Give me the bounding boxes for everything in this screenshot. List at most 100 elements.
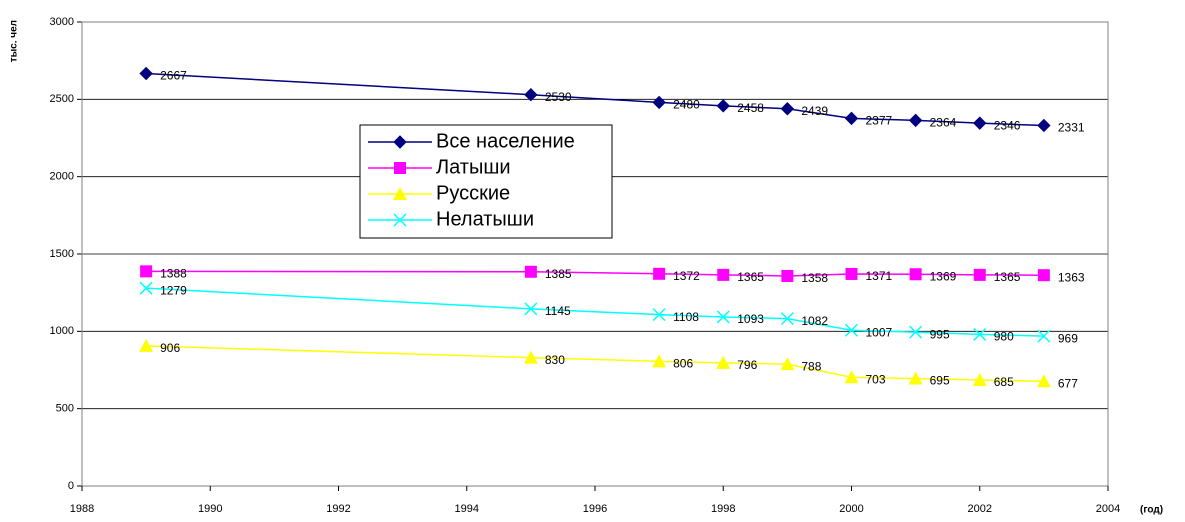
marker: [716, 99, 730, 113]
data-label: 969: [1058, 331, 1078, 345]
marker: [393, 213, 407, 227]
marker: [1037, 269, 1050, 282]
marker: [908, 113, 923, 128]
data-label: 703: [866, 372, 886, 386]
data-label: 980: [994, 330, 1014, 344]
marker: [845, 267, 858, 280]
marker: [909, 325, 923, 339]
data-label: 995: [930, 327, 950, 341]
marker: [716, 310, 730, 324]
x-tick-label: 1996: [583, 503, 607, 515]
marker: [653, 267, 666, 280]
marker: [139, 281, 153, 295]
marker: [1037, 118, 1051, 133]
data-label: 1108: [673, 310, 699, 324]
data-label: 2331: [1058, 121, 1085, 135]
data-label: 2377: [866, 114, 893, 128]
legend-label: Русские: [436, 182, 510, 204]
marker: [973, 116, 987, 130]
marker: [972, 373, 987, 387]
marker: [523, 350, 538, 364]
series-line: [146, 270, 1044, 277]
legend-label: Латыши: [436, 156, 511, 178]
marker: [394, 162, 406, 174]
x-tick-label: 1994: [455, 503, 479, 515]
y-tick-label: 2000: [50, 171, 74, 183]
x-tick-label: 2002: [968, 503, 992, 515]
data-label: 2439: [801, 104, 828, 118]
legend-label: Все население: [436, 130, 575, 152]
marker: [973, 327, 987, 341]
x-axis-label: (год): [1140, 505, 1163, 516]
data-label: 1372: [673, 269, 700, 283]
data-label: 1365: [737, 270, 764, 284]
data-label: 2667: [160, 69, 187, 83]
legend: Все население Латыши Русские Нелатыши: [359, 124, 613, 239]
data-label: 1365: [994, 270, 1021, 284]
data-label: 2458: [737, 101, 764, 115]
data-label: 1145: [545, 304, 571, 318]
y-tick-label: 500: [56, 403, 74, 415]
marker: [652, 308, 666, 322]
marker: [716, 355, 731, 369]
marker: [780, 357, 795, 371]
series-line: [146, 345, 1044, 383]
y-axis-label: тыс. чел: [9, 20, 20, 62]
data-label: 677: [1058, 376, 1078, 390]
marker: [780, 102, 795, 116]
data-label: 1363: [1058, 270, 1085, 284]
data-label: 1358: [801, 271, 828, 285]
series-line: [146, 287, 1044, 337]
marker: [139, 66, 153, 81]
marker: [524, 302, 538, 316]
x-tick-label: 1992: [326, 503, 350, 515]
data-label: 1388: [160, 266, 187, 280]
data-label: 685: [994, 375, 1014, 389]
data-label: 830: [545, 353, 565, 367]
data-label: 1082: [801, 314, 828, 328]
marker: [139, 338, 154, 352]
data-label: 796: [737, 358, 757, 372]
marker: [781, 269, 794, 282]
data-label: 2530: [545, 90, 572, 104]
data-label: 906: [160, 341, 180, 355]
data-label: 1279: [160, 283, 187, 297]
y-tick-label: 1000: [50, 325, 74, 337]
legend-label: Нелатыши: [436, 208, 534, 230]
marker: [717, 268, 730, 281]
y-tick-label: 0: [68, 480, 74, 492]
data-label: 1007: [866, 325, 893, 339]
x-tick-label: 1998: [711, 503, 735, 515]
marker: [844, 111, 859, 126]
marker: [780, 312, 794, 326]
x-tick-label: 1990: [198, 503, 222, 515]
data-label: 806: [673, 357, 693, 371]
data-label: 695: [930, 374, 950, 388]
data-label: 788: [801, 359, 821, 373]
marker: [524, 265, 537, 278]
data-label: 2346: [994, 118, 1021, 132]
marker: [908, 371, 923, 385]
marker: [652, 95, 666, 110]
marker: [844, 323, 859, 337]
y-tick-label: 3000: [50, 16, 74, 28]
marker: [393, 135, 407, 149]
x-tick-label: 1988: [70, 503, 94, 515]
data-label: 1385: [545, 267, 572, 281]
y-tick-label: 1500: [50, 248, 74, 260]
marker: [844, 370, 859, 384]
x-tick-label: 2000: [839, 503, 863, 515]
data-label: 2364: [930, 116, 957, 130]
data-label: 1093: [737, 312, 764, 326]
x-tick-label: 2004: [1096, 503, 1120, 515]
data-label: 2480: [673, 98, 700, 112]
marker: [524, 87, 538, 102]
marker: [652, 354, 667, 368]
marker: [393, 187, 407, 200]
y-tick-label: 2500: [50, 93, 74, 105]
marker: [1037, 329, 1051, 343]
marker: [973, 268, 986, 281]
marker: [909, 268, 922, 281]
data-label: 1369: [930, 269, 957, 283]
